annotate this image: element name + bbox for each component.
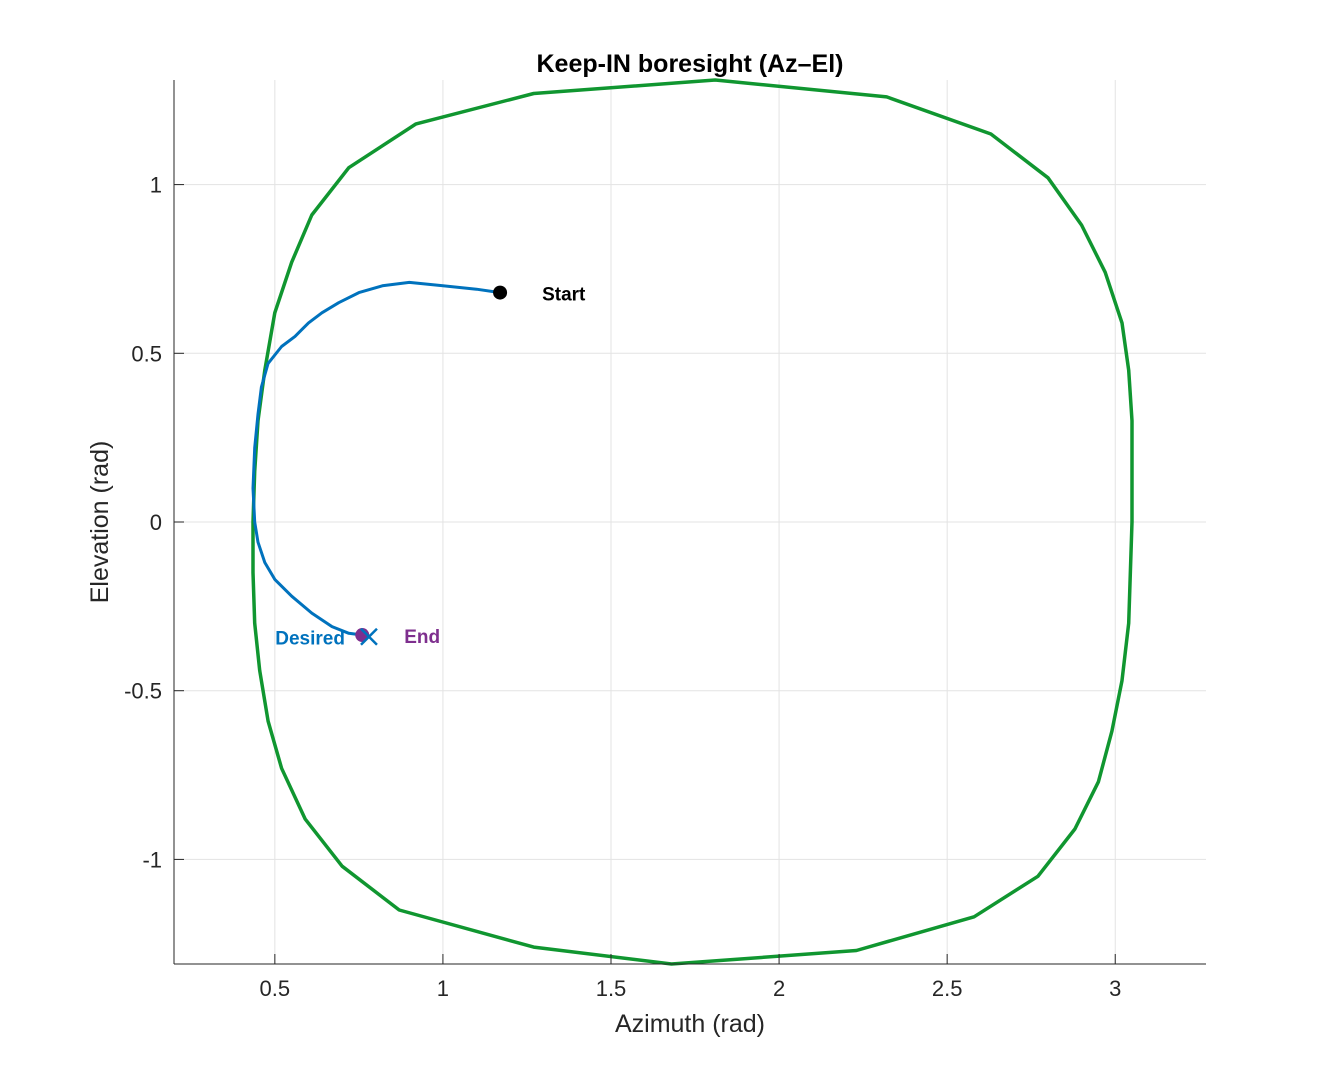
start-label: Start bbox=[542, 285, 586, 306]
x-tick-label: 1.5 bbox=[596, 976, 627, 1001]
plot-series bbox=[251, 78, 1134, 966]
y-tick-label: 0 bbox=[150, 510, 162, 535]
x-tick-label: 1 bbox=[437, 976, 449, 1001]
x-axis-label: Azimuth (rad) bbox=[615, 1010, 765, 1038]
y-axis-label: Elevation (rad) bbox=[86, 441, 114, 604]
grid bbox=[174, 80, 1206, 964]
x-tick-label: 2 bbox=[773, 976, 785, 1001]
boundary-line bbox=[251, 78, 1134, 966]
axes bbox=[173, 80, 1206, 965]
y-tick-label: -1 bbox=[142, 847, 162, 872]
y-tick-label: 0.5 bbox=[131, 341, 162, 366]
desired-label: Desired bbox=[275, 629, 345, 650]
trajectory-line bbox=[251, 280, 502, 637]
desired-marker bbox=[360, 627, 378, 646]
x-tick-label: 0.5 bbox=[260, 976, 291, 1001]
tick-labels: 0.5 1 1.5 2 2.5 3 -1 -0.5 0 0.5 1 bbox=[124, 173, 1121, 1001]
x-tick-label: 2.5 bbox=[932, 976, 963, 1001]
y-tick-label: -0.5 bbox=[124, 679, 162, 704]
end-label: End bbox=[404, 627, 440, 648]
x-tick-label: 3 bbox=[1109, 976, 1121, 1001]
y-tick-label: 1 bbox=[150, 173, 162, 198]
start-marker bbox=[493, 285, 508, 300]
chart-title: Keep-IN boresight (Az–El) bbox=[537, 50, 844, 78]
plot-markers: Start End Desired bbox=[275, 285, 586, 650]
